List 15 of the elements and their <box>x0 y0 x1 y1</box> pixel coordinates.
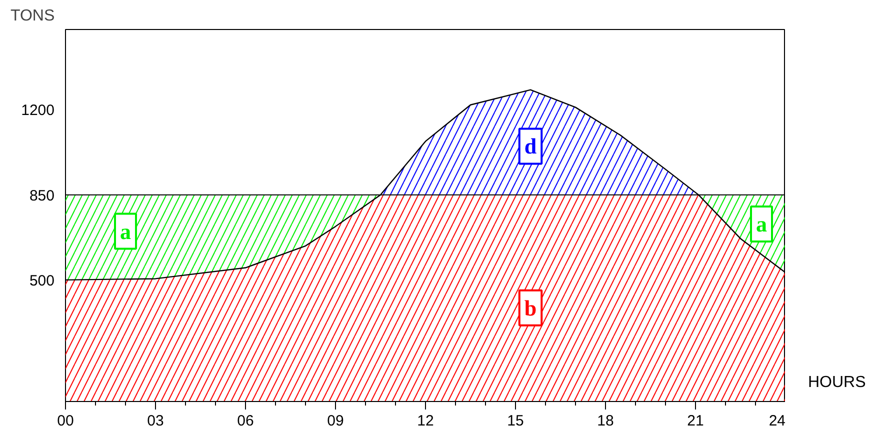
y-tick-label: 500 <box>29 272 55 290</box>
annotation: d <box>524 134 537 159</box>
y-tick-label: 850 <box>29 187 55 204</box>
x-axis-title: HOURS <box>808 373 866 393</box>
x-tick-label: 21 <box>687 412 704 430</box>
x-tick-label: 06 <box>237 412 254 430</box>
x-tick-label: 09 <box>327 412 344 430</box>
x-tick-label: 03 <box>147 412 164 430</box>
x-tick-label: 15 <box>507 412 524 430</box>
x-tick-label: 24 <box>768 412 786 430</box>
y-axis-title: TONS <box>10 8 55 24</box>
x-tick-label: 18 <box>597 412 614 430</box>
x-tick-label: 00 <box>57 412 74 430</box>
y-tick-label: 1200 <box>21 102 55 120</box>
x-tick-label: 12 <box>417 412 434 430</box>
